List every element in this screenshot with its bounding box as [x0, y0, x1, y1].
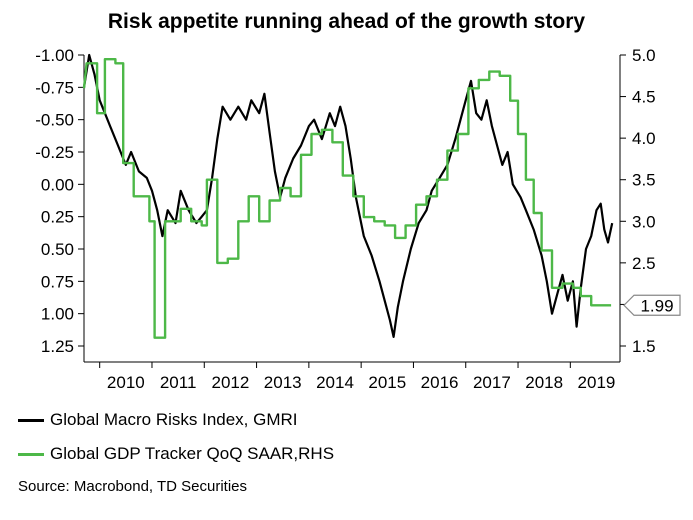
x-tick-label: 2011 [160, 373, 197, 392]
end-value-callout-box [623, 294, 681, 316]
legend-swatch-gmri [18, 418, 44, 422]
legend-swatch-gdp [18, 452, 44, 456]
right-tick-label: 4.5 [632, 88, 656, 107]
left-tick-label: -0.75 [35, 78, 74, 97]
right-tick-label: 3.5 [632, 171, 656, 190]
x-tick-label: 2016 [421, 373, 459, 392]
legend-item-gdp: Global GDP Tracker QoQ SAAR,RHS [18, 444, 334, 464]
x-tick-label: 2010 [107, 373, 145, 392]
right-tick-label: 1.5 [632, 337, 656, 356]
x-tick-label: 2018 [525, 373, 563, 392]
x-tick-label: 2013 [264, 373, 302, 392]
end-value-callout-label: 1.99 [640, 296, 673, 315]
legend-item-gmri: Global Macro Risks Index, GMRI [18, 410, 298, 430]
chart-title: Risk appetite running ahead of the growt… [107, 10, 586, 33]
axes-layer [78, 54, 626, 368]
x-tick-label: 2019 [578, 373, 616, 392]
left-tick-label: 0.00 [41, 175, 74, 194]
x-tick-label: 2014 [316, 373, 354, 392]
source-note: Source: Macrobond, TD Securities [18, 478, 247, 495]
x-tick-label: 2017 [473, 373, 511, 392]
legend-label-gdp: Global GDP Tracker QoQ SAAR,RHS [50, 444, 335, 463]
right-tick-label: 5.0 [632, 46, 656, 65]
legend-label-gmri: Global Macro Risks Index, GMRI [50, 410, 298, 429]
left-tick-label: 0.25 [41, 208, 74, 227]
x-tick-label: 2012 [212, 373, 250, 392]
left-tick-label: 0.50 [41, 240, 74, 259]
left-tick-label: -0.25 [35, 143, 74, 162]
left-tick-label: 0.75 [41, 272, 74, 291]
labels-layer: -1.00 -0.75 -0.50 -0.25 0.00 0.25 0.50 0.75 1.00… [35, 46, 681, 392]
left-tick-label: -0.50 [35, 111, 74, 130]
left-tick-label: 1.25 [41, 337, 74, 356]
right-tick-label: 2.5 [632, 254, 656, 273]
gdp-tracker-line [82, 58, 612, 339]
right-tick-label: 4.0 [632, 129, 656, 148]
left-tick-label: -1.00 [35, 46, 74, 65]
left-tick-label: 1.00 [41, 305, 74, 324]
right-tick-label: 3.0 [632, 212, 656, 231]
series-layer [82, 53, 614, 339]
x-tick-label: 2015 [368, 373, 406, 392]
